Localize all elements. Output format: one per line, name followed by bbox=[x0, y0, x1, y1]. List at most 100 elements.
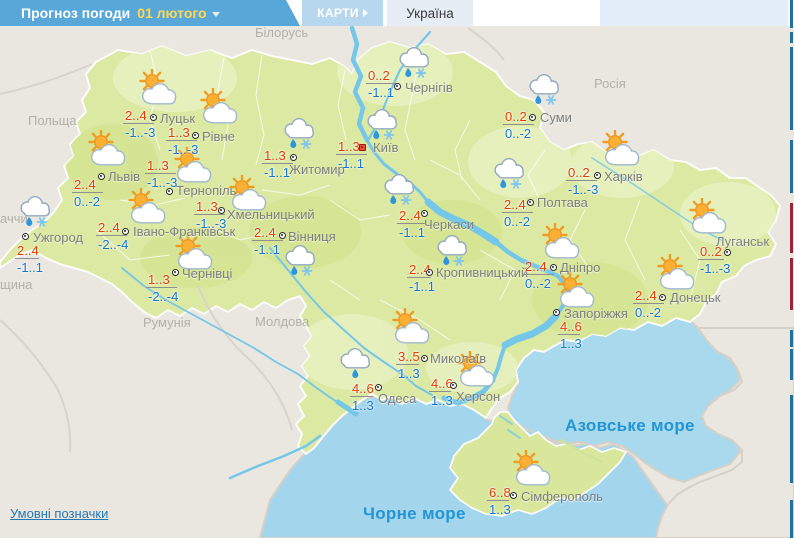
city-dot[interactable] bbox=[529, 114, 536, 121]
city-temps: 2..4 -1..1 bbox=[15, 243, 43, 275]
city-dot[interactable] bbox=[594, 172, 601, 179]
city-temps: 2..4 -1..1 bbox=[252, 225, 283, 257]
temp-max: 4..6 bbox=[350, 381, 374, 397]
city-dot[interactable] bbox=[421, 210, 428, 217]
temp-min: -1..1 bbox=[254, 242, 281, 257]
page-title: Прогноз погоди bbox=[21, 5, 131, 21]
city-label[interactable]: Київ bbox=[373, 140, 399, 155]
legend-link[interactable]: Умовні позначки bbox=[10, 506, 109, 521]
city-temps: 4..6 1..3 bbox=[429, 376, 453, 408]
city-label[interactable]: Миколаїв bbox=[430, 351, 487, 366]
city-label[interactable]: Вінниця bbox=[288, 229, 336, 244]
date-dropdown[interactable]: 01 лютого bbox=[137, 5, 207, 21]
temp-max: 2..4 bbox=[407, 262, 431, 278]
city-label[interactable]: Рівне bbox=[202, 129, 235, 144]
city-dot[interactable] bbox=[290, 154, 297, 161]
city-temps: 2..4 0..-2 bbox=[502, 197, 533, 229]
tab-ukraine[interactable]: Україна bbox=[387, 0, 473, 26]
city-label[interactable]: Чернівці bbox=[182, 266, 233, 281]
city-label[interactable]: Запоріжжя bbox=[564, 306, 628, 321]
city-dot[interactable] bbox=[394, 83, 401, 90]
city-temps: 2..4 -1..1 bbox=[397, 208, 425, 240]
city-temps: 2..4 -1..-3 bbox=[123, 108, 155, 140]
city-dot[interactable] bbox=[166, 188, 173, 195]
city-dot[interactable] bbox=[218, 207, 225, 214]
suncloud-icon bbox=[388, 308, 432, 346]
temp-min: -1..1 bbox=[338, 156, 365, 171]
city-dot[interactable] bbox=[421, 355, 428, 362]
temp-min: 1..3 bbox=[352, 398, 374, 413]
city-dot[interactable] bbox=[150, 114, 157, 121]
city-dot[interactable] bbox=[22, 233, 29, 240]
city-label[interactable]: Хмельницький bbox=[227, 207, 315, 222]
suncloud-icon bbox=[685, 198, 729, 236]
city-dot[interactable] bbox=[450, 382, 457, 389]
strip-segment bbox=[790, 349, 793, 380]
suncloud-icon bbox=[553, 272, 597, 310]
city-dot[interactable] bbox=[98, 173, 105, 180]
city-dot[interactable] bbox=[359, 144, 366, 151]
city-dot[interactable] bbox=[279, 232, 286, 239]
city-temps: 2..4 0..-2 bbox=[72, 177, 103, 209]
city-label[interactable]: Луганськ bbox=[716, 234, 770, 249]
rain-icon bbox=[334, 344, 378, 382]
temp-max: 4..6 bbox=[558, 319, 582, 335]
city-label[interactable]: Кропивницький bbox=[436, 265, 529, 280]
city-label[interactable]: Черкаси bbox=[424, 217, 475, 232]
city-label[interactable]: Чернігів bbox=[405, 80, 453, 95]
city-dot[interactable] bbox=[553, 309, 560, 316]
city-dot[interactable] bbox=[426, 269, 433, 276]
country-label: Румунія bbox=[143, 315, 191, 330]
temp-max: 2..4 bbox=[523, 259, 554, 275]
city-label[interactable]: Суми bbox=[540, 110, 572, 125]
suncloud-icon bbox=[653, 254, 697, 292]
city-label[interactable]: Львів bbox=[108, 169, 141, 184]
city-label[interactable]: Луцьк bbox=[160, 111, 196, 126]
city-dot[interactable] bbox=[510, 492, 517, 499]
temp-min: -1..-3 bbox=[196, 216, 227, 231]
temp-max: 2..4 bbox=[72, 177, 103, 193]
city-dot[interactable] bbox=[375, 384, 382, 391]
city-dot[interactable] bbox=[550, 264, 557, 271]
header-spacer bbox=[600, 0, 788, 26]
city-temps: 1..3 -1..-3 bbox=[166, 125, 198, 157]
city-label[interactable]: Івано-Франківськ bbox=[133, 224, 236, 239]
city-label[interactable]: Ужгород bbox=[33, 230, 83, 245]
city-temps: 6..8 1..3 bbox=[487, 485, 511, 517]
city-label[interactable]: Херсон bbox=[456, 389, 501, 404]
temp-min: -1..-3 bbox=[147, 175, 178, 190]
arrow-right-icon bbox=[362, 9, 368, 17]
country-label: аччи bbox=[0, 211, 28, 226]
sleet-icon bbox=[523, 70, 567, 108]
city-label[interactable]: Полтава bbox=[537, 195, 588, 210]
city-label[interactable]: Донецьк bbox=[670, 290, 721, 305]
temp-min: 1..3 bbox=[431, 393, 453, 408]
city-temps: 2..4 -1..1 bbox=[407, 262, 435, 294]
city-label[interactable]: Дніпро bbox=[560, 260, 601, 275]
temp-max: 2..4 bbox=[15, 243, 39, 259]
sleet-icon bbox=[361, 105, 405, 143]
city-temps: 3..5 1..3 bbox=[396, 349, 420, 381]
city-label[interactable]: Житомир bbox=[289, 162, 345, 177]
country-label: Польща bbox=[28, 113, 77, 128]
strip-segment bbox=[790, 258, 793, 310]
temp-max: 0..2 bbox=[566, 165, 597, 181]
city-dot[interactable] bbox=[724, 249, 731, 256]
country-label: Росія bbox=[594, 76, 626, 91]
tab-maps[interactable]: КАРТИ bbox=[302, 0, 383, 26]
city-dot[interactable] bbox=[122, 228, 129, 235]
strip-segment bbox=[790, 32, 793, 43]
city-label[interactable]: Харків bbox=[604, 169, 643, 184]
city-dot[interactable] bbox=[527, 199, 534, 206]
temp-min: -1..-3 bbox=[568, 182, 599, 197]
caret-down-icon[interactable] bbox=[211, 11, 220, 17]
country-label: Білорусь bbox=[255, 25, 309, 40]
city-dot[interactable] bbox=[659, 294, 666, 301]
city-label[interactable]: Одеса bbox=[378, 391, 417, 406]
city-label[interactable]: Сімферополь bbox=[521, 489, 603, 504]
city-label[interactable]: Тернопіль bbox=[176, 183, 237, 198]
city-temps: 0..2 -1..-3 bbox=[698, 244, 730, 276]
temp-max: 6..8 bbox=[487, 485, 511, 501]
city-dot[interactable] bbox=[192, 132, 199, 139]
city-dot[interactable] bbox=[172, 269, 179, 276]
